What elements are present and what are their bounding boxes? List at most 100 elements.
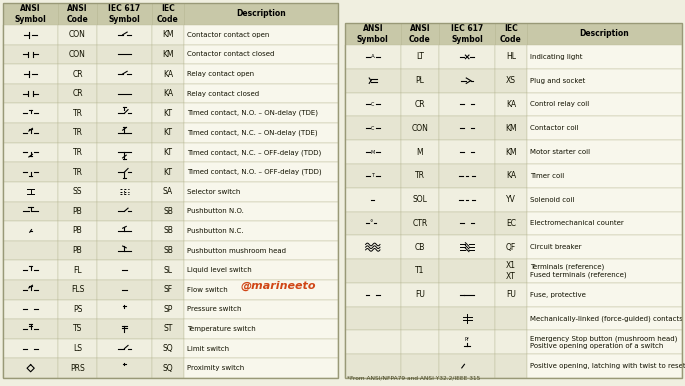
Bar <box>401 188 439 212</box>
Text: Pressure switch: Pressure switch <box>187 306 241 312</box>
Bar <box>152 84 184 103</box>
Bar <box>527 330 682 354</box>
Text: Terminals (reference)
Fused terminals (reference): Terminals (reference) Fused terminals (r… <box>530 264 627 278</box>
Bar <box>184 182 338 201</box>
Bar <box>439 259 495 283</box>
Text: Timed contact, N.O. – ON-delay (TDE): Timed contact, N.O. – ON-delay (TDE) <box>187 110 318 117</box>
Text: XS: XS <box>506 76 516 85</box>
Text: SOL: SOL <box>412 195 427 204</box>
Bar <box>184 123 338 143</box>
Bar <box>439 140 495 164</box>
Text: Indicating light: Indicating light <box>530 54 582 60</box>
Text: SA: SA <box>163 187 173 196</box>
Text: KA: KA <box>506 100 516 109</box>
Bar <box>345 164 401 188</box>
Bar <box>184 260 338 280</box>
Bar <box>97 103 152 123</box>
Bar <box>401 212 439 235</box>
Text: @marineeto: @marineeto <box>240 281 316 291</box>
Bar <box>97 241 152 260</box>
Bar <box>184 241 338 260</box>
Circle shape <box>464 200 465 201</box>
Bar <box>439 116 495 140</box>
Text: KM: KM <box>162 30 174 39</box>
Text: PL: PL <box>416 76 425 85</box>
Bar <box>495 45 527 69</box>
Bar <box>58 358 97 378</box>
Text: TS: TS <box>73 325 82 334</box>
Bar <box>3 3 58 25</box>
Bar <box>58 45 97 64</box>
Bar <box>439 188 495 212</box>
Text: Relay contact open: Relay contact open <box>187 71 254 77</box>
Bar <box>152 280 184 300</box>
Text: Description: Description <box>236 10 286 19</box>
Bar <box>345 23 682 378</box>
Text: CON: CON <box>412 124 428 133</box>
Bar <box>401 283 439 306</box>
Bar <box>58 84 97 103</box>
Bar <box>152 241 184 260</box>
Bar <box>152 182 184 201</box>
Text: Limit switch: Limit switch <box>187 345 229 352</box>
Bar <box>401 23 439 45</box>
Bar <box>58 260 97 280</box>
Text: Temperature switch: Temperature switch <box>187 326 256 332</box>
Text: SQ: SQ <box>162 364 173 373</box>
Text: EC: EC <box>506 219 516 228</box>
Bar <box>527 140 682 164</box>
Text: PB: PB <box>73 227 82 235</box>
Bar <box>401 93 439 116</box>
Bar <box>184 221 338 241</box>
Text: SB: SB <box>163 207 173 216</box>
Text: PB: PB <box>73 207 82 216</box>
Text: IEC
Code: IEC Code <box>157 4 179 24</box>
Text: CON: CON <box>69 50 86 59</box>
Bar <box>345 306 401 330</box>
Text: ANSI
Code: ANSI Code <box>66 4 88 24</box>
Bar <box>97 280 152 300</box>
Circle shape <box>367 269 371 273</box>
Bar <box>184 3 338 25</box>
Bar <box>3 123 58 143</box>
Bar <box>3 260 58 280</box>
Bar <box>527 354 682 378</box>
Bar <box>462 174 466 178</box>
Bar <box>3 221 58 241</box>
Text: SF: SF <box>164 285 173 294</box>
Bar <box>439 45 495 69</box>
Text: KT: KT <box>164 109 173 118</box>
Bar <box>345 93 401 116</box>
Bar <box>184 64 338 84</box>
Bar <box>439 306 495 330</box>
Text: Timer coil: Timer coil <box>530 173 564 179</box>
Bar <box>495 306 527 330</box>
Bar <box>58 64 97 84</box>
Bar <box>439 212 495 235</box>
Bar <box>123 308 126 311</box>
Bar <box>527 283 682 306</box>
Text: TR: TR <box>73 168 82 176</box>
Text: M: M <box>371 149 375 154</box>
Bar <box>401 164 439 188</box>
Bar <box>97 143 152 162</box>
Bar <box>439 283 495 306</box>
Text: KA: KA <box>163 69 173 78</box>
Bar <box>527 212 682 235</box>
Bar <box>152 123 184 143</box>
Text: IEC 617
Symbol: IEC 617 Symbol <box>451 24 484 44</box>
Text: Pf: Pf <box>465 337 469 342</box>
Bar <box>527 69 682 93</box>
Text: HL: HL <box>506 52 516 61</box>
Bar <box>495 330 527 354</box>
Text: Circuit breaker: Circuit breaker <box>530 244 582 250</box>
Bar <box>58 143 97 162</box>
Bar <box>345 116 401 140</box>
Bar <box>97 300 152 319</box>
Bar <box>152 260 184 280</box>
Text: Timed contact, N.O. – OFF-delay (TDD): Timed contact, N.O. – OFF-delay (TDD) <box>187 169 321 175</box>
Bar <box>152 358 184 378</box>
Text: FLS: FLS <box>71 285 84 294</box>
Bar <box>439 23 495 45</box>
Text: Control relay coil: Control relay coil <box>530 102 589 107</box>
